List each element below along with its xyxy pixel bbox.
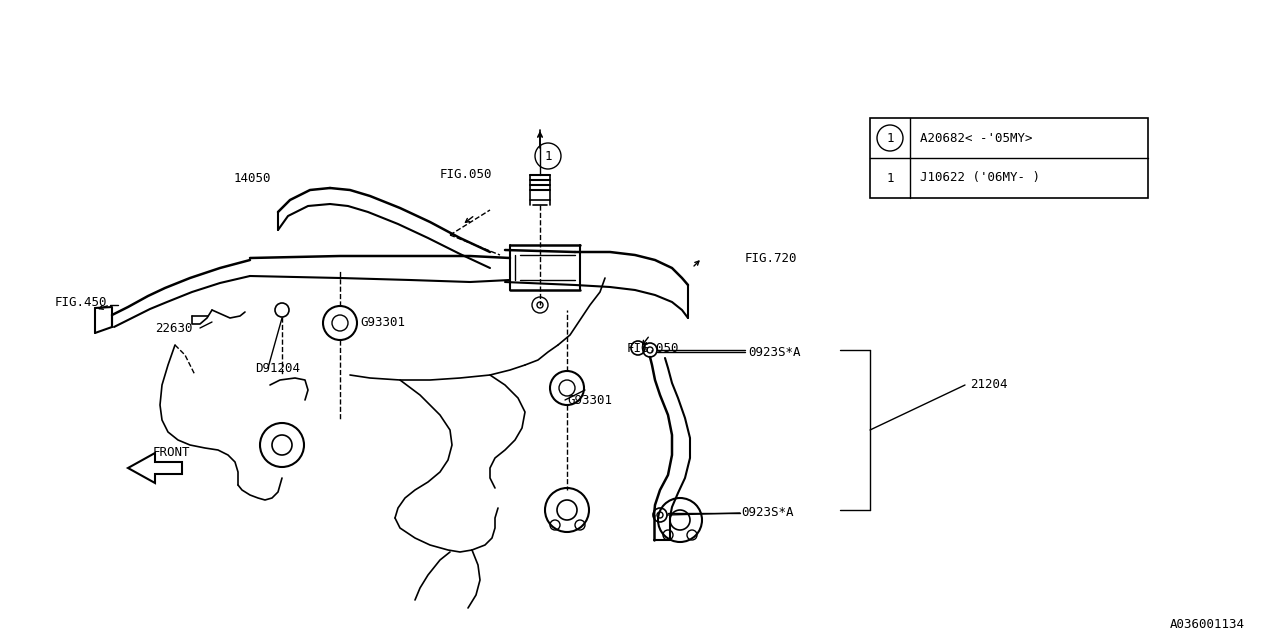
Text: FIG.720: FIG.720 [745,252,797,264]
Text: 1: 1 [886,172,893,184]
Text: D91204: D91204 [255,362,300,374]
Text: 21204: 21204 [970,378,1007,392]
Text: FIG.050: FIG.050 [440,168,493,182]
Text: 14050: 14050 [234,172,271,184]
Text: 1: 1 [886,131,893,145]
Text: G93301: G93301 [567,394,612,406]
Text: FIG.450: FIG.450 [55,296,108,310]
Text: 22630: 22630 [155,321,192,335]
Text: A036001134: A036001134 [1170,618,1245,632]
Text: G93301: G93301 [360,317,404,330]
Text: FIG.050: FIG.050 [627,342,680,355]
Text: 0923S*A: 0923S*A [741,506,794,518]
Text: A20682< -'05MY>: A20682< -'05MY> [920,131,1033,145]
Text: J10622 ('06MY- ): J10622 ('06MY- ) [920,172,1039,184]
Text: 0923S*A: 0923S*A [748,346,800,358]
Text: FRONT: FRONT [154,447,191,460]
Text: 1: 1 [544,150,552,163]
Bar [870,118,1148,198]
